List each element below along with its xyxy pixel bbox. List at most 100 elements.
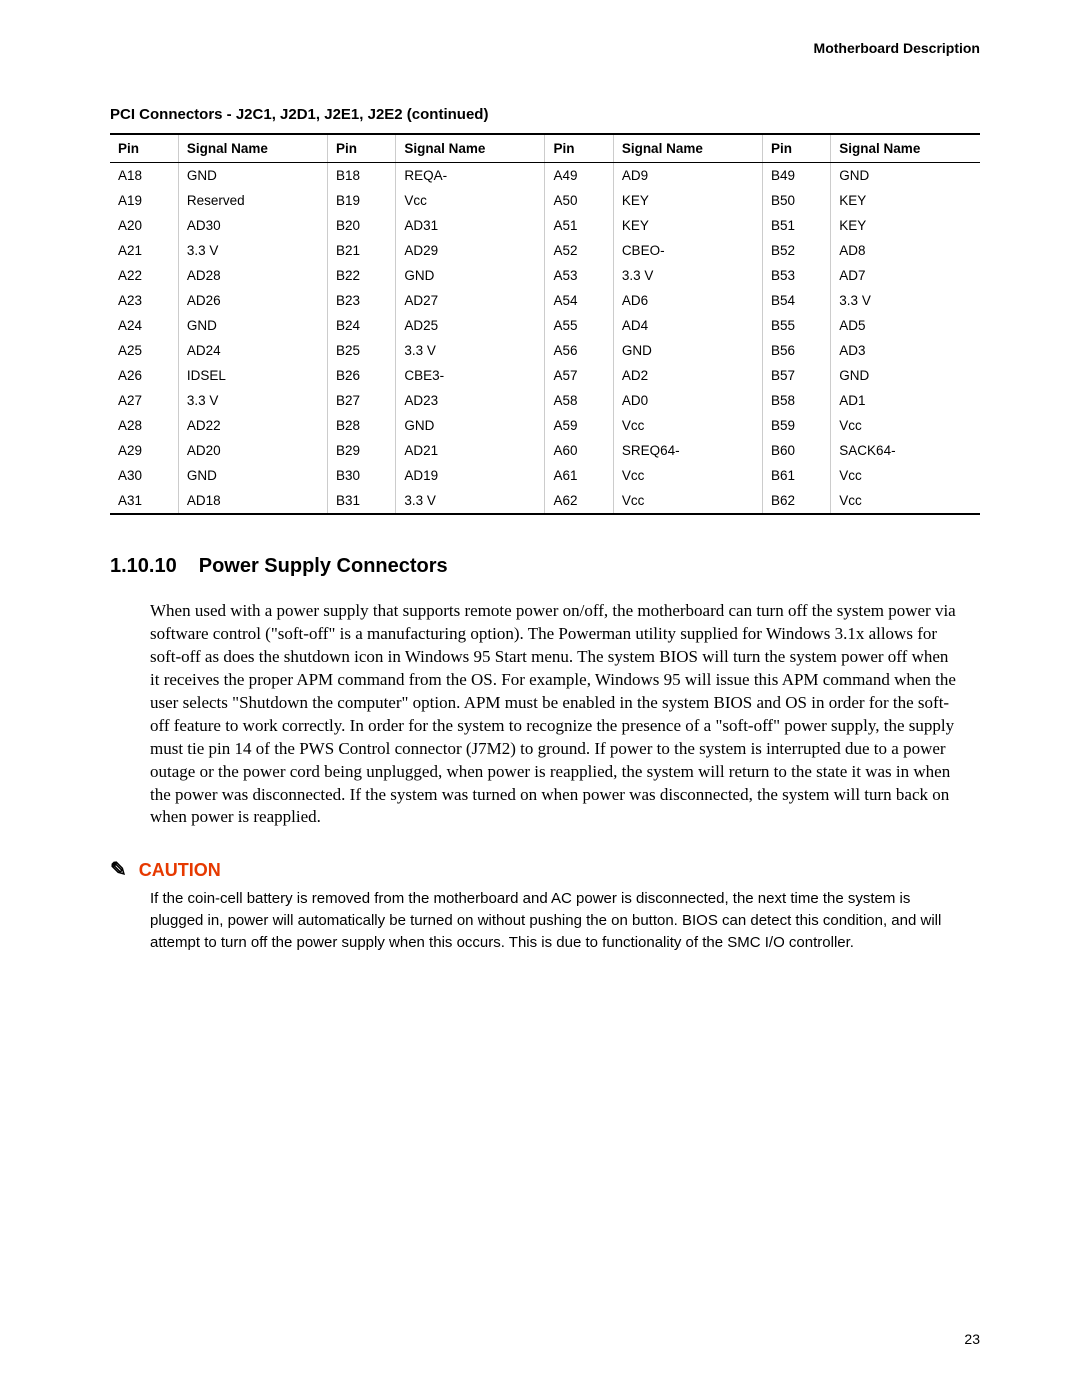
table-cell: AD1 <box>831 388 980 413</box>
table-cell: Vcc <box>613 463 762 488</box>
table-cell: B31 <box>327 488 395 514</box>
page-number: 23 <box>964 1331 980 1347</box>
table-row: A20AD30B20AD31A51KEYB51KEY <box>110 213 980 238</box>
table-cell: B61 <box>762 463 830 488</box>
table-cell: AD22 <box>178 413 327 438</box>
table-cell: SREQ64- <box>613 438 762 463</box>
table-cell: B51 <box>762 213 830 238</box>
table-cell: B18 <box>327 163 395 189</box>
table-cell: B26 <box>327 363 395 388</box>
table-cell: A56 <box>545 338 613 363</box>
table-row: A31AD18B313.3 VA62VccB62Vcc <box>110 488 980 514</box>
th-sig-3: Signal Name <box>613 134 762 163</box>
table-row: A25AD24B253.3 VA56GNDB56AD3 <box>110 338 980 363</box>
table-cell: GND <box>178 163 327 189</box>
table-cell: AD31 <box>396 213 545 238</box>
table-cell: B27 <box>327 388 395 413</box>
table-cell: 3.3 V <box>178 238 327 263</box>
table-cell: A28 <box>110 413 178 438</box>
table-cell: A22 <box>110 263 178 288</box>
table-row: A24GNDB24AD25A55AD4B55AD5 <box>110 313 980 338</box>
table-cell: B49 <box>762 163 830 189</box>
table-cell: A20 <box>110 213 178 238</box>
table-cell: REQA- <box>396 163 545 189</box>
th-sig-1: Signal Name <box>178 134 327 163</box>
table-cell: GND <box>178 463 327 488</box>
table-cell: B55 <box>762 313 830 338</box>
table-cell: A59 <box>545 413 613 438</box>
table-cell: B30 <box>327 463 395 488</box>
table-cell: Vcc <box>396 188 545 213</box>
table-cell: AD25 <box>396 313 545 338</box>
table-cell: A27 <box>110 388 178 413</box>
table-row: A26IDSELB26CBE3-A57AD2B57GND <box>110 363 980 388</box>
table-cell: AD27 <box>396 288 545 313</box>
table-cell: GND <box>396 413 545 438</box>
table-cell: A55 <box>545 313 613 338</box>
table-row: A213.3 VB21AD29A52CBEO-B52AD8 <box>110 238 980 263</box>
table-cell: GND <box>831 163 980 189</box>
th-pin-3: Pin <box>545 134 613 163</box>
table-cell: A24 <box>110 313 178 338</box>
table-cell: 3.3 V <box>396 488 545 514</box>
table-cell: Vcc <box>831 488 980 514</box>
table-cell: AD4 <box>613 313 762 338</box>
table-cell: A61 <box>545 463 613 488</box>
table-cell: Vcc <box>613 413 762 438</box>
table-row: A18GNDB18REQA-A49AD9B49GND <box>110 163 980 189</box>
table-cell: B50 <box>762 188 830 213</box>
table-cell: A50 <box>545 188 613 213</box>
section-body: When used with a power supply that suppo… <box>150 600 960 829</box>
table-cell: A23 <box>110 288 178 313</box>
table-cell: Vcc <box>613 488 762 514</box>
caution-text: If the coin-cell battery is removed from… <box>150 888 960 953</box>
table-title: PCI Connectors - J2C1, J2D1, J2E1, J2E2 … <box>110 106 980 123</box>
table-cell: AD20 <box>178 438 327 463</box>
table-cell: AD5 <box>831 313 980 338</box>
table-cell: AD28 <box>178 263 327 288</box>
caution-title: CAUTION <box>139 860 221 881</box>
table-cell: B24 <box>327 313 395 338</box>
table-cell: A51 <box>545 213 613 238</box>
table-cell: AD26 <box>178 288 327 313</box>
table-cell: CBEO- <box>613 238 762 263</box>
table-cell: AD18 <box>178 488 327 514</box>
table-cell: B52 <box>762 238 830 263</box>
table-row: A19ReservedB19VccA50KEYB50KEY <box>110 188 980 213</box>
section-title: Power Supply Connectors <box>199 555 448 577</box>
table-cell: 3.3 V <box>396 338 545 363</box>
table-cell: AD2 <box>613 363 762 388</box>
table-cell: B28 <box>327 413 395 438</box>
table-cell: IDSEL <box>178 363 327 388</box>
table-cell: CBE3- <box>396 363 545 388</box>
table-row: A30GNDB30AD19A61VccB61Vcc <box>110 463 980 488</box>
table-cell: B60 <box>762 438 830 463</box>
table-header-row: Pin Signal Name Pin Signal Name Pin Sign… <box>110 134 980 163</box>
table-cell: A26 <box>110 363 178 388</box>
table-cell: B20 <box>327 213 395 238</box>
table-cell: GND <box>396 263 545 288</box>
table-cell: A57 <box>545 363 613 388</box>
table-cell: 3.3 V <box>613 263 762 288</box>
th-pin-1: Pin <box>110 134 178 163</box>
table-cell: A25 <box>110 338 178 363</box>
table-cell: AD23 <box>396 388 545 413</box>
table-cell: KEY <box>831 188 980 213</box>
table-cell: B22 <box>327 263 395 288</box>
caution-icon: ✎ <box>110 857 127 882</box>
table-cell: A58 <box>545 388 613 413</box>
table-cell: AD9 <box>613 163 762 189</box>
table-cell: A19 <box>110 188 178 213</box>
table-cell: AD6 <box>613 288 762 313</box>
table-cell: GND <box>613 338 762 363</box>
table-cell: A62 <box>545 488 613 514</box>
caution-block: ✎ CAUTION If the coin-cell battery is re… <box>110 857 980 953</box>
section-heading: 1.10.10Power Supply Connectors <box>110 555 980 578</box>
th-sig-4: Signal Name <box>831 134 980 163</box>
table-cell: AD24 <box>178 338 327 363</box>
table-cell: A53 <box>545 263 613 288</box>
table-row: A23AD26B23AD27A54AD6B543.3 V <box>110 288 980 313</box>
table-cell: AD29 <box>396 238 545 263</box>
table-cell: Vcc <box>831 463 980 488</box>
th-sig-2: Signal Name <box>396 134 545 163</box>
